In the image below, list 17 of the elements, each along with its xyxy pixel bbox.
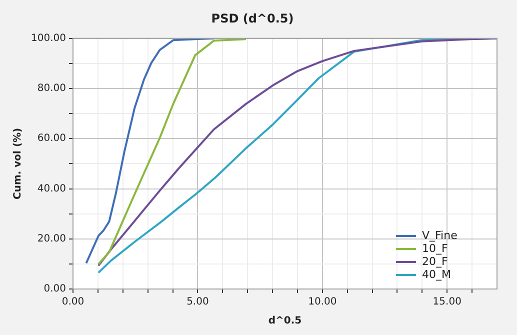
x-tick-label: 0.00: [62, 296, 84, 308]
y-tick-label: 80.00: [37, 83, 66, 94]
x-tick-label: 5.00: [186, 296, 209, 308]
y-tick-label: 60.00: [37, 133, 66, 144]
x-tick-label: 15.00: [432, 296, 462, 308]
legend-label: 40_M: [422, 268, 451, 281]
chart-title: PSD (d^0.5): [211, 11, 294, 26]
y-tick-label: 0.00: [44, 284, 66, 295]
y-tick-label: 100.00: [30, 32, 66, 44]
legend-label: V_Fine: [422, 229, 458, 242]
y-tick-label: 40.00: [37, 183, 66, 194]
y-axis-title: Cum. vol (%): [12, 128, 24, 200]
legend-label: 20_F: [422, 255, 448, 268]
legend-label: 10_F: [422, 242, 448, 255]
y-tick-label: 20.00: [37, 233, 66, 244]
x-axis-title: d^0.5: [268, 316, 302, 327]
x-tick-label: 10.00: [308, 296, 337, 308]
